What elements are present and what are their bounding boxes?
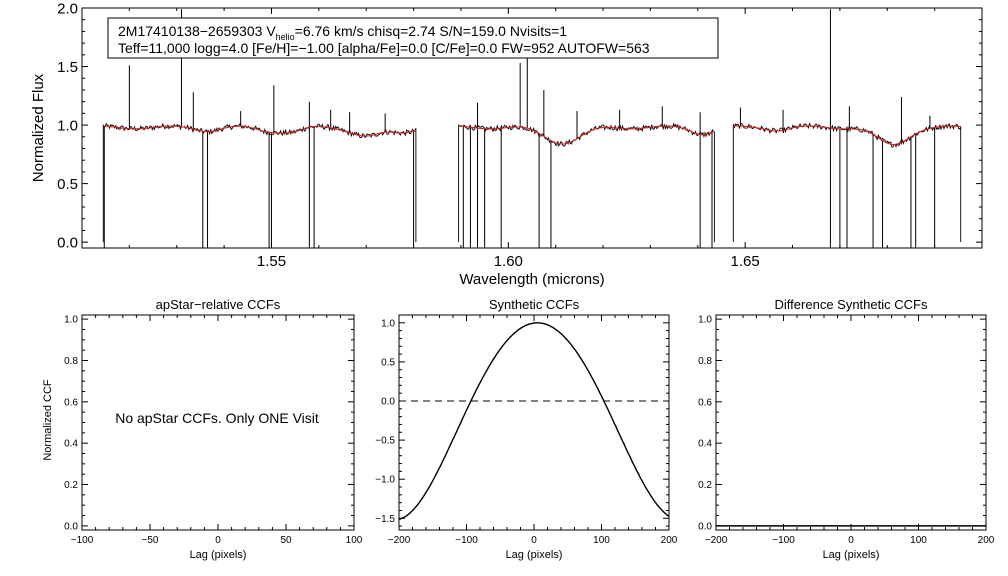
v-helio-symbol: V <box>266 23 276 39</box>
difference-ccf-xtick-label: −200 <box>705 535 728 546</box>
apstar-ccf-ytick-label: 0.2 <box>64 480 78 491</box>
synthetic-ccf-xtick-label: 200 <box>661 535 678 546</box>
synthetic-ccf-ytick-label: −0.5 <box>375 436 395 447</box>
apstar-ccf-ytick-label: 1.0 <box>64 315 78 326</box>
synthetic-ccf-xtick-label: 100 <box>593 535 610 546</box>
spectrum-ytick-label: 1.0 <box>57 117 78 134</box>
spectrum-xtick-label: 1.60 <box>494 253 523 270</box>
spectrum-data-chip <box>458 122 715 243</box>
synthetic-ccf-ytick-label: −1.0 <box>375 475 395 486</box>
apstar-ccf-ytick-label: 0.6 <box>64 397 78 408</box>
apstar-ccf-xtick-label: 0 <box>215 535 221 546</box>
difference-ccf-xtick-label: 100 <box>910 535 927 546</box>
synthetic-ccf-xtick-label: −100 <box>455 535 478 546</box>
apstar-ccf-ytick-label: 0.0 <box>64 521 78 532</box>
apstar-ccf-panel: apStar−relative CCFs −100 −50 0 50 100 0.0 0.2… <box>42 297 363 561</box>
difference-ccf-xlabel: Lag (pixels) <box>823 549 880 561</box>
difference-ccf-axis-ticks: −200 −100 0 100 200 0.0 0.2 0.4 0.6 0.8 1.0 <box>698 315 995 546</box>
synthetic-ccf-ytick-label: 1.0 <box>381 318 395 329</box>
difference-ccf-xtick-label: 0 <box>848 535 854 546</box>
star-id: 2M17410138−2659303 <box>118 23 263 39</box>
spectrum-ytick-label: 0.5 <box>57 176 78 193</box>
spectrum-xtick-label: 1.65 <box>731 253 760 270</box>
spectrum-ytick-label: 0.0 <box>57 234 78 251</box>
synthetic-ccf-panel: Synthetic CCFs −200 −100 0 100 200 −1.5 −1.0 −0… <box>375 297 678 561</box>
spectrum-model-chip <box>733 125 961 146</box>
difference-ccf-xtick-label: −100 <box>772 535 795 546</box>
spectrum-model-chip <box>458 125 715 145</box>
spectrum-panel: 1.55 1.60 1.65 0.0 0.5 1.0 1.5 2.0 2M17410138−2… <box>30 0 983 288</box>
spectrum-model-line <box>103 125 961 146</box>
header-stats: =6.76 km/s chisq=2.74 S/N=159.0 Nvisits=… <box>295 23 568 39</box>
synthetic-ccf-line <box>398 322 670 520</box>
apstar-ccf-axis-ticks: −100 −50 0 50 100 0.0 0.2 0.4 0.6 0.8 1.0 <box>64 315 363 546</box>
difference-ccf-ytick-label: 0.6 <box>698 397 712 408</box>
apstar-ccf-xtick-label: 100 <box>346 535 363 546</box>
apstar-ccf-ytick-label: 0.4 <box>64 439 78 450</box>
synthetic-ccf-ytick-label: 0.5 <box>381 357 395 368</box>
spectrum-ytick-label: 2.0 <box>57 0 78 17</box>
synthetic-ccf-xlabel: Lag (pixels) <box>506 549 563 561</box>
spectrum-ytick-label: 1.5 <box>57 59 78 76</box>
difference-ccf-ytick-label: 0.4 <box>698 439 712 450</box>
apstar-ccf-ylabel: Normalized CCF <box>42 379 54 461</box>
synthetic-ccf-ytick-label: 0.0 <box>381 397 395 408</box>
spectrum-info-box: 2M17410138−2659303 Vhelio=6.76 km/s chis… <box>107 17 719 59</box>
apstar-ccf-xtick-label: 50 <box>280 535 292 546</box>
apstar-ccf-xtick-label: −50 <box>142 535 159 546</box>
synthetic-ccf-curve <box>398 322 670 520</box>
difference-ccf-ytick-label: 0.0 <box>698 521 712 532</box>
difference-ccf-ytick-label: 0.8 <box>698 356 712 367</box>
apstar-ccf-title: apStar−relative CCFs <box>156 297 281 312</box>
apstar-ccf-ytick-label: 0.8 <box>64 356 78 367</box>
spectrum-xtick-label: 1.55 <box>257 253 286 270</box>
synthetic-ccf-xtick-label: 0 <box>531 535 537 546</box>
apstar-ccf-xlabel: Lag (pixels) <box>190 549 247 561</box>
spectrum-axis-ticks: 1.55 1.60 1.65 0.0 0.5 1.0 1.5 2.0 <box>57 0 982 270</box>
v-helio-subscript: helio <box>276 32 295 42</box>
spectrum-data-chip <box>732 122 962 243</box>
info-line-1: 2M17410138−2659303 Vhelio=6.76 km/s chis… <box>118 23 567 42</box>
synthetic-ccf-title: Synthetic CCFs <box>489 297 580 312</box>
difference-ccf-panel: Difference Synthetic CCFs −200 −100 0 100 20… <box>698 297 995 561</box>
apstar-ccf-xtick-label: −100 <box>71 535 94 546</box>
spectrum-ylabel: Normalized Flux <box>30 73 47 182</box>
difference-ccf-ytick-label: 0.2 <box>698 480 712 491</box>
spectrum-model-chip <box>103 125 417 137</box>
difference-ccf-ytick-label: 1.0 <box>698 315 712 326</box>
synthetic-ccf-ytick-label: −1.5 <box>375 514 395 525</box>
spectrum-plot-frame <box>81 7 983 249</box>
spectrum-xlabel: Wavelength (microns) <box>459 271 604 288</box>
spectrum-data-line <box>102 9 962 248</box>
info-line-2: Teff=11,000 logg=4.0 [Fe/H]=−1.00 [alpha… <box>118 40 650 56</box>
apstar-ccf-annotation: No apStar CCFs. Only ONE Visit <box>115 410 319 426</box>
synthetic-ccf-xtick-label: −200 <box>388 535 411 546</box>
synthetic-ccf-axis-ticks: −200 −100 0 100 200 −1.5 −1.0 −0.5 0.0 0.5 1.0 <box>375 315 678 546</box>
difference-ccf-title: Difference Synthetic CCFs <box>775 297 928 312</box>
difference-ccf-xtick-label: 200 <box>978 535 995 546</box>
info-box-frame <box>107 17 719 59</box>
